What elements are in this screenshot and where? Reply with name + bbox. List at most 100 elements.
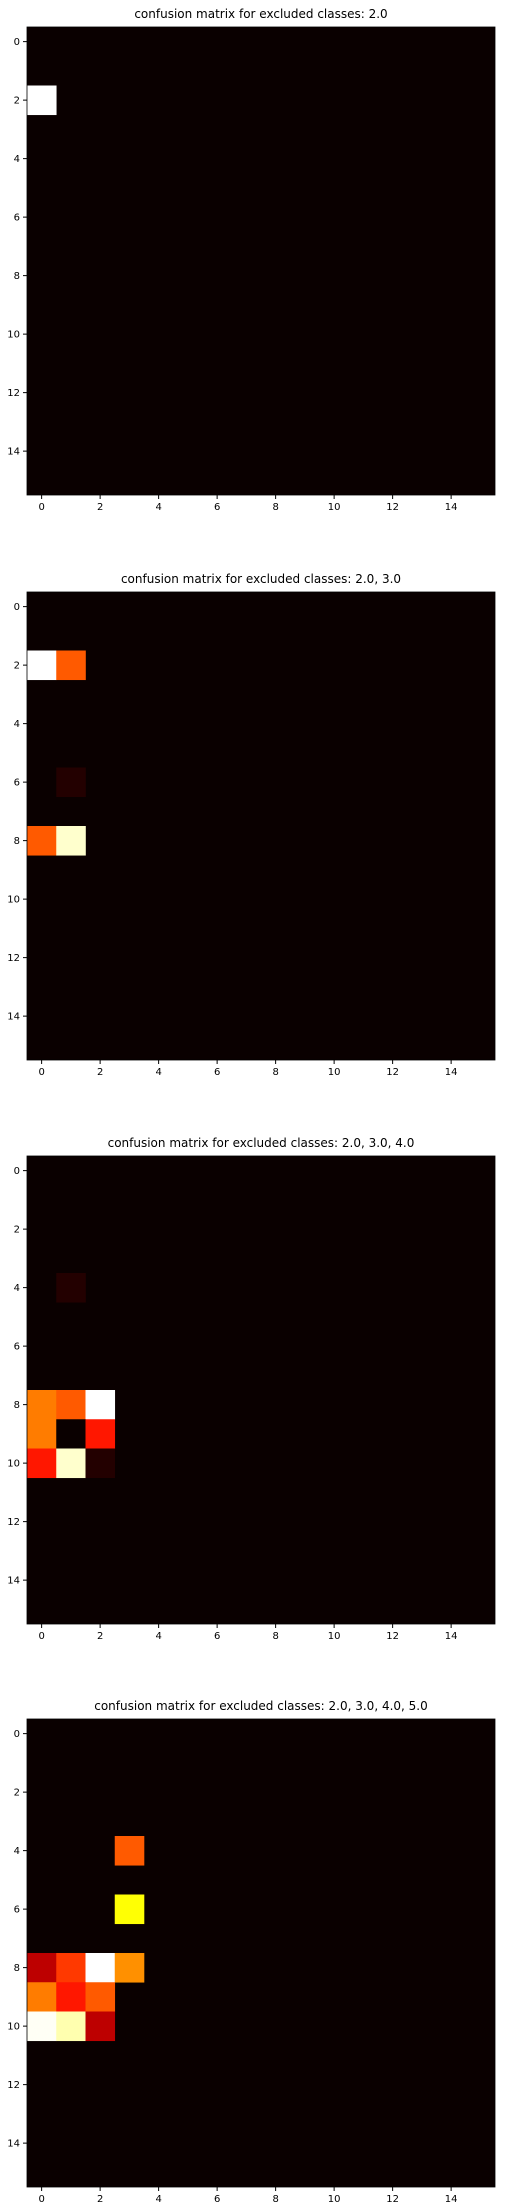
heatmap-cell-r8-c2	[85, 1390, 116, 1420]
heatmap-cell-r9-c0	[27, 1982, 57, 2012]
heatmap-cell-r10-c0	[27, 2011, 57, 2042]
y-tick-label: 14	[7, 1012, 20, 1023]
heatmap-cell-r10-c1	[56, 2011, 86, 2042]
y-tick-label: 8	[14, 1963, 20, 1974]
y-tick-label: 4	[14, 1846, 20, 1857]
x-tick-label: 2	[97, 1631, 103, 1642]
x-tick-label: 0	[38, 502, 44, 513]
y-tick-label: 2	[14, 96, 20, 107]
y-tick-label: 0	[14, 602, 20, 613]
y-tick-label: 8	[14, 271, 20, 282]
x-tick-label: 8	[272, 1631, 278, 1642]
x-tick-label: 0	[38, 1631, 44, 1642]
x-tick-label: 0	[38, 1067, 44, 1078]
y-tick-label: 10	[7, 1459, 20, 1470]
heatmap-cell-r4-c1	[56, 1273, 86, 1303]
heatmap-cell-r8-c3	[114, 1953, 145, 1983]
y-tick-label: 12	[7, 953, 20, 964]
y-tick-label: 12	[7, 2080, 20, 2091]
y-tick-label: 8	[14, 836, 20, 847]
x-tick-label: 12	[386, 502, 399, 513]
x-tick-label: 4	[155, 1067, 161, 1078]
x-tick-label: 14	[445, 1067, 458, 1078]
heatmap-cell-r10-c1	[56, 1448, 86, 1479]
y-tick-label: 2	[14, 661, 20, 672]
y-tick-label: 4	[14, 719, 20, 730]
x-tick-label: 12	[386, 1067, 399, 1078]
heatmap-cell-r2-c0	[27, 85, 57, 116]
axes-frame	[26, 26, 496, 496]
heatmap-panel-4: confusion matrix for excluded classes: 2…	[7, 1699, 496, 2203]
y-tick-label: 8	[14, 1400, 20, 1411]
y-tick-label: 14	[7, 2139, 20, 2150]
heatmap-cell-r8-c0	[27, 1390, 57, 1420]
heatmap-cell-r10-c2	[85, 1448, 116, 1479]
heatmap-cell-r9-c1	[56, 1982, 86, 2012]
heatmap-cell-r8-c0	[27, 1953, 57, 1983]
heatmap-cell-r8-c1	[56, 1953, 86, 1983]
y-tick-label: 2	[14, 1788, 20, 1799]
x-tick-label: 10	[328, 2194, 341, 2203]
chart-title: confusion matrix for excluded classes: 2…	[134, 7, 387, 21]
heatmap-cell-r10-c2	[85, 2011, 116, 2042]
heatmap-cell-r9-c2	[85, 1982, 116, 2012]
x-tick-label: 2	[97, 2194, 103, 2203]
heatmap-cell-r8-c0	[27, 826, 57, 856]
y-tick-label: 0	[14, 1729, 20, 1740]
heatmap-panel-1: confusion matrix for excluded classes: 2…	[7, 7, 496, 513]
x-tick-label: 4	[155, 502, 161, 513]
heatmap-cell-r6-c1	[56, 767, 86, 798]
chart-title: confusion matrix for excluded classes: 2…	[108, 1136, 415, 1150]
x-tick-label: 10	[328, 1067, 341, 1078]
x-tick-label: 12	[386, 2194, 399, 2203]
heatmap-cell-r9-c1	[56, 1419, 86, 1449]
x-tick-label: 4	[155, 1631, 161, 1642]
heatmap-panel-3: confusion matrix for excluded classes: 2…	[7, 1136, 496, 1642]
heatmap-cell-r4-c3	[114, 1836, 145, 1866]
heatmap-cell-r6-c3	[114, 1894, 145, 1925]
heatmap-cell-r10-c0	[27, 1448, 57, 1479]
heatmap-cell-r9-c2	[85, 1419, 116, 1449]
y-tick-label: 2	[14, 1225, 20, 1236]
x-tick-label: 14	[445, 502, 458, 513]
y-tick-label: 6	[14, 213, 20, 224]
x-tick-label: 8	[272, 1067, 278, 1078]
heatmap-panel-2: confusion matrix for excluded classes: 2…	[7, 572, 496, 1078]
heatmap-cell-r2-c1	[56, 650, 86, 681]
y-tick-label: 0	[14, 1166, 20, 1177]
heatmap-cell-r8-c2	[85, 1953, 116, 1983]
x-tick-label: 6	[214, 1631, 220, 1642]
y-tick-label: 14	[7, 1576, 20, 1587]
heatmap-cell-r9-c0	[27, 1419, 57, 1449]
x-tick-label: 8	[272, 502, 278, 513]
x-tick-label: 6	[214, 2194, 220, 2203]
axes-frame	[26, 591, 496, 1061]
y-tick-label: 10	[7, 895, 20, 906]
heatmap-background	[27, 592, 495, 1060]
axes-frame	[26, 1718, 496, 2188]
x-tick-label: 10	[328, 1631, 341, 1642]
y-tick-label: 12	[7, 388, 20, 399]
y-tick-label: 10	[7, 330, 20, 341]
heatmap-cell-r8-c1	[56, 1390, 86, 1420]
x-tick-label: 0	[38, 2194, 44, 2203]
y-tick-label: 0	[14, 37, 20, 48]
y-tick-label: 6	[14, 778, 20, 789]
y-tick-label: 6	[14, 1905, 20, 1916]
chart-title: confusion matrix for excluded classes: 2…	[121, 572, 401, 586]
x-tick-label: 4	[155, 2194, 161, 2203]
x-tick-label: 8	[272, 2194, 278, 2203]
x-tick-label: 14	[445, 1631, 458, 1642]
y-tick-label: 4	[14, 1283, 20, 1294]
x-tick-label: 12	[386, 1631, 399, 1642]
heatmap-background	[27, 27, 495, 495]
x-tick-label: 6	[214, 1067, 220, 1078]
x-tick-label: 2	[97, 1067, 103, 1078]
x-tick-label: 14	[445, 2194, 458, 2203]
y-tick-label: 6	[14, 1342, 20, 1353]
y-tick-label: 12	[7, 1517, 20, 1528]
x-tick-label: 6	[214, 502, 220, 513]
y-tick-label: 10	[7, 2022, 20, 2033]
heatmap-cell-r2-c0	[27, 650, 57, 681]
chart-title: confusion matrix for excluded classes: 2…	[94, 1699, 428, 1713]
